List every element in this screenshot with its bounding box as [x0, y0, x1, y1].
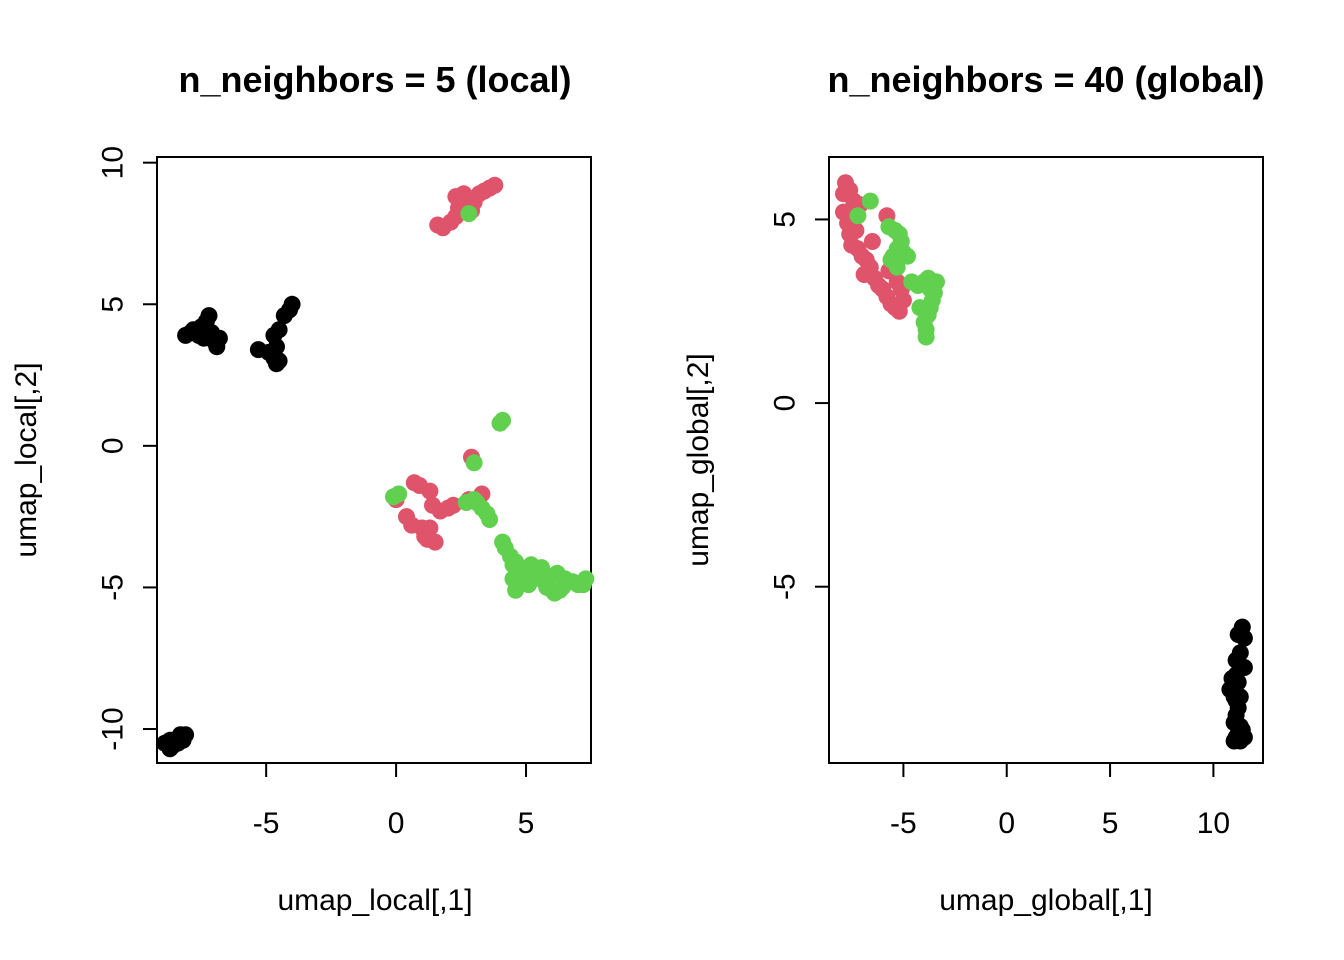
x-tick-label: -5: [253, 807, 280, 840]
data-point: [1235, 629, 1253, 647]
data-point: [265, 326, 283, 344]
y-tick-label: 5: [97, 296, 130, 313]
plot-frame: [156, 156, 592, 764]
panel-global: n_neighbors = 40 (global) umap_global[,1…: [682, 59, 1265, 917]
data-point: [426, 533, 444, 551]
x-tick-label: 5: [518, 807, 535, 840]
data-point: [421, 482, 439, 500]
x-tick-label: 5: [1102, 807, 1119, 840]
y-tick-label: 0: [769, 395, 802, 412]
x-axis-label: umap_global[,1]: [939, 884, 1153, 917]
data-point: [847, 222, 865, 239]
y-tick-label: -10: [97, 707, 130, 750]
axes-layer: -5 0 5 -10 -5 0 5 10: [97, 146, 535, 840]
data-point: [486, 176, 504, 194]
data-point: [921, 280, 939, 298]
x-tick-label: -5: [890, 807, 917, 840]
y-tick-label: -5: [769, 573, 802, 600]
y-tick-label: 10: [97, 146, 130, 179]
data-point: [421, 519, 439, 537]
data-point: [888, 258, 906, 276]
data-point: [574, 576, 592, 594]
data-point: [855, 266, 873, 283]
data-point: [283, 295, 301, 313]
data-point: [1227, 692, 1245, 710]
data-point: [390, 485, 408, 503]
y-tick-label: -5: [97, 574, 130, 601]
points-layer: [156, 176, 595, 758]
data-point: [444, 496, 462, 514]
data-point: [460, 205, 478, 223]
data-point: [507, 581, 525, 599]
y-tick-label: 5: [769, 211, 802, 228]
panel-local: n_neighbors = 5 (local) umap_local[,1] u…: [10, 59, 595, 917]
y-tick-label: 0: [97, 437, 130, 454]
data-point: [911, 299, 929, 317]
data-point: [197, 326, 215, 344]
data-point: [210, 329, 228, 347]
data-point: [161, 740, 179, 758]
x-tick-label: 0: [998, 807, 1015, 840]
data-point: [481, 511, 499, 528]
chart-title: n_neighbors = 5 (local): [178, 59, 571, 100]
points-layer: [835, 174, 1253, 750]
x-tick-label: 0: [388, 807, 405, 840]
data-point: [863, 233, 881, 250]
data-point: [270, 352, 288, 370]
data-point: [200, 307, 218, 325]
data-point: [465, 454, 483, 472]
x-tick-label: 10: [1197, 807, 1230, 840]
data-point: [494, 411, 512, 429]
data-point: [1229, 725, 1247, 743]
data-point: [899, 247, 916, 265]
y-axis-label: umap_local[,2]: [10, 362, 43, 557]
data-point: [861, 192, 879, 210]
chart-title: n_neighbors = 40 (global): [827, 59, 1264, 100]
axes-layer: -5 0 5 10 -5 0 5: [769, 211, 1231, 840]
data-point: [917, 328, 935, 346]
x-axis-label: umap_local[,1]: [277, 884, 472, 917]
data-point: [849, 207, 867, 225]
y-axis-label: umap_global[,2]: [682, 353, 715, 567]
